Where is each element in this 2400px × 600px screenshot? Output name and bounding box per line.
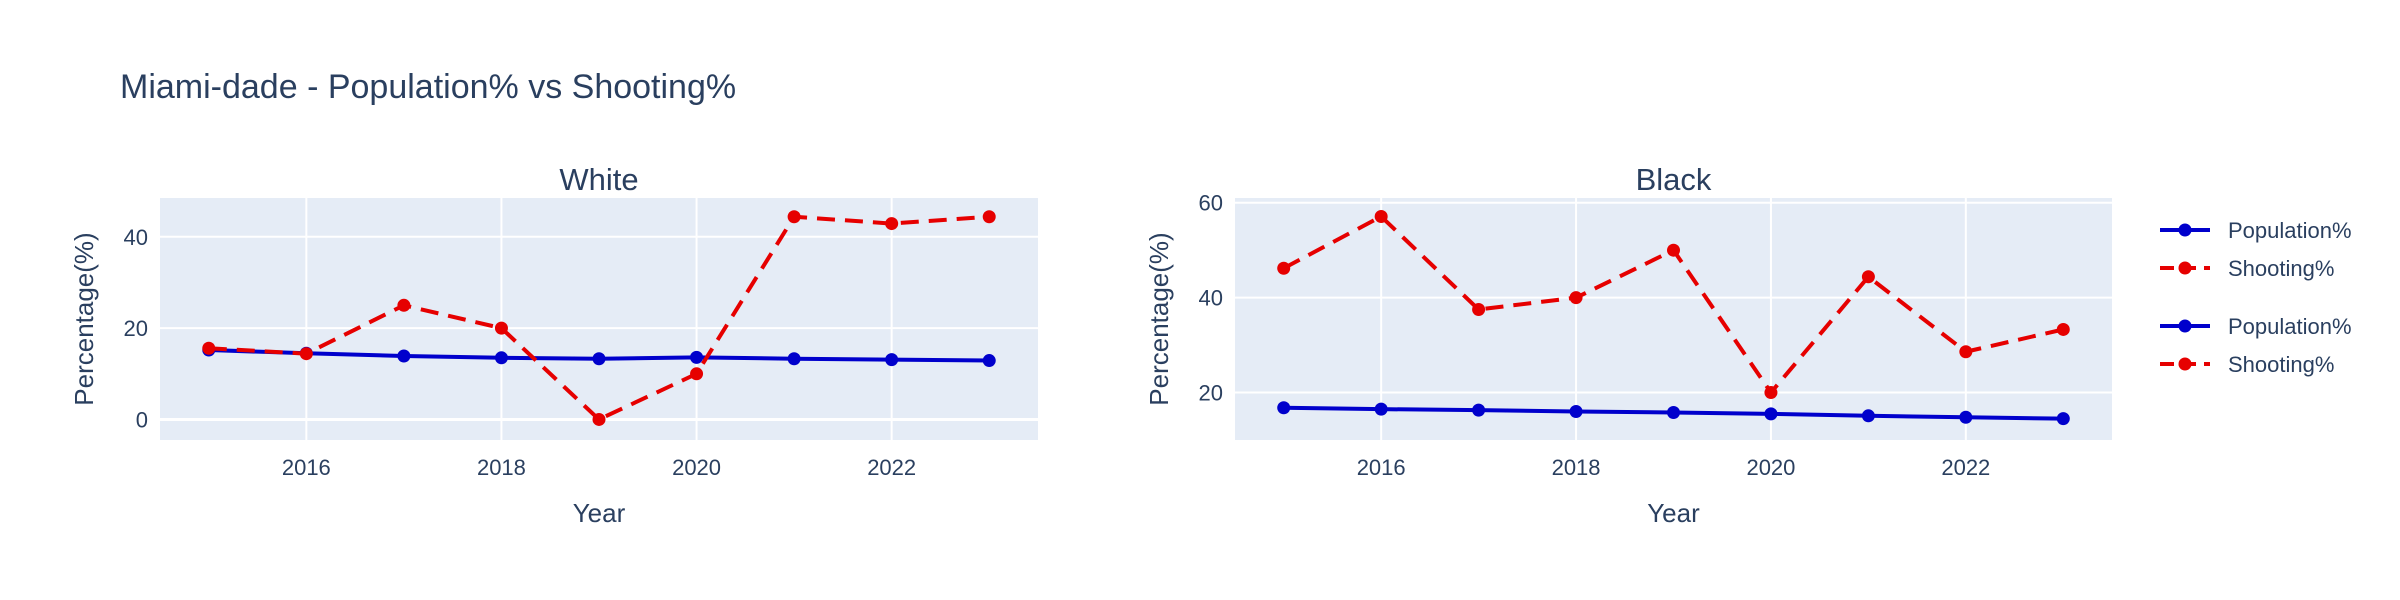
x-axis-title: Year: [1647, 498, 1700, 528]
data-point: [1667, 405, 1680, 419]
x-axis-title: Year: [573, 498, 626, 528]
panel-2: 2016 2018 2020 2022 20 40 60 Black Year Percentag…: [1144, 162, 2112, 528]
data-point: [1959, 345, 1973, 359]
series-1: [1277, 401, 2070, 426]
series-2: [1277, 210, 2070, 400]
data-point: [787, 210, 801, 224]
subplot-title: Black: [1636, 162, 1712, 197]
data-point: [1569, 291, 1583, 305]
data-point: [202, 341, 216, 355]
data-point: [885, 217, 899, 231]
data-point: [885, 353, 899, 367]
data-point: [787, 352, 801, 366]
data-point: [1277, 261, 1291, 275]
subplot-title: White: [559, 162, 638, 197]
x-tick-label: 2020: [1746, 455, 1795, 480]
series-2: [202, 210, 996, 426]
data-point: [1472, 303, 1486, 317]
data-point: [592, 352, 606, 366]
series-line: [208, 214, 990, 422]
plot-background: [1235, 198, 2112, 440]
legend-item: Shooting%: [2160, 352, 2334, 377]
data-point: [1667, 243, 1680, 257]
data-point: [1277, 401, 1291, 415]
data-point: [1861, 409, 1875, 423]
data-point: [1861, 270, 1875, 284]
y-axis-title: Percentage(%): [69, 232, 99, 405]
legend-marker: [2178, 261, 2192, 275]
data-point: [1374, 210, 1388, 224]
y-tick-label: 60: [1199, 191, 1223, 216]
legend-label: Shooting%: [2228, 256, 2334, 281]
y-axis-title: Percentage(%): [1144, 232, 1174, 405]
legend-label: Population%: [2228, 218, 2352, 243]
x-tick-label: 2016: [282, 455, 331, 480]
data-point: [1959, 410, 1973, 424]
legend-item: Population%: [2160, 314, 2352, 339]
x-tick-label: 2020: [672, 455, 721, 480]
data-point: [2056, 412, 2070, 426]
data-point: [982, 354, 996, 368]
data-point: [397, 349, 411, 363]
legend-marker: [2178, 357, 2192, 371]
data-point: [1374, 402, 1388, 416]
data-point: [1569, 405, 1583, 419]
legend-label: Shooting%: [2228, 352, 2334, 377]
data-point: [397, 298, 411, 312]
data-point: [690, 350, 704, 364]
data-point: [494, 351, 508, 365]
x-tick-label: 2018: [1552, 455, 1601, 480]
figure-title: Miami-dade - Population% vs Shooting%: [120, 68, 736, 106]
plot-background: [160, 198, 1038, 440]
x-tick-label: 2018: [477, 455, 526, 480]
data-point: [592, 412, 606, 426]
data-point: [2056, 322, 2070, 336]
data-point: [690, 367, 704, 381]
data-point: [494, 321, 508, 335]
y-tick-label: 40: [1199, 286, 1223, 311]
y-tick-label: 20: [1199, 381, 1223, 406]
legend-label: Population%: [2228, 314, 2352, 339]
data-point: [1472, 403, 1486, 417]
legend: Population% Shooting% Population% Shooting%: [2160, 218, 2352, 377]
legend-marker: [2178, 223, 2192, 237]
x-tick-label: 2022: [867, 455, 916, 480]
data-point: [982, 210, 996, 224]
legend-marker: [2178, 319, 2192, 333]
data-point: [299, 347, 313, 361]
y-tick-label: 0: [136, 407, 148, 432]
panel-1: 2016 2018 2020 2022 0 20 40 White Year Percentage…: [69, 162, 1038, 528]
chart-panels: 2016 2018 2020 2022 0 20 40 White Year Percentage…: [69, 162, 2112, 528]
y-tick-label: 40: [124, 225, 148, 250]
legend-item: Shooting%: [2160, 256, 2334, 281]
y-tick-label: 20: [124, 316, 148, 341]
x-tick-label: 2016: [1357, 455, 1406, 480]
data-point: [1764, 407, 1778, 421]
x-tick-label: 2022: [1941, 455, 1990, 480]
legend-item: Population%: [2160, 218, 2352, 243]
data-point: [1764, 386, 1778, 400]
